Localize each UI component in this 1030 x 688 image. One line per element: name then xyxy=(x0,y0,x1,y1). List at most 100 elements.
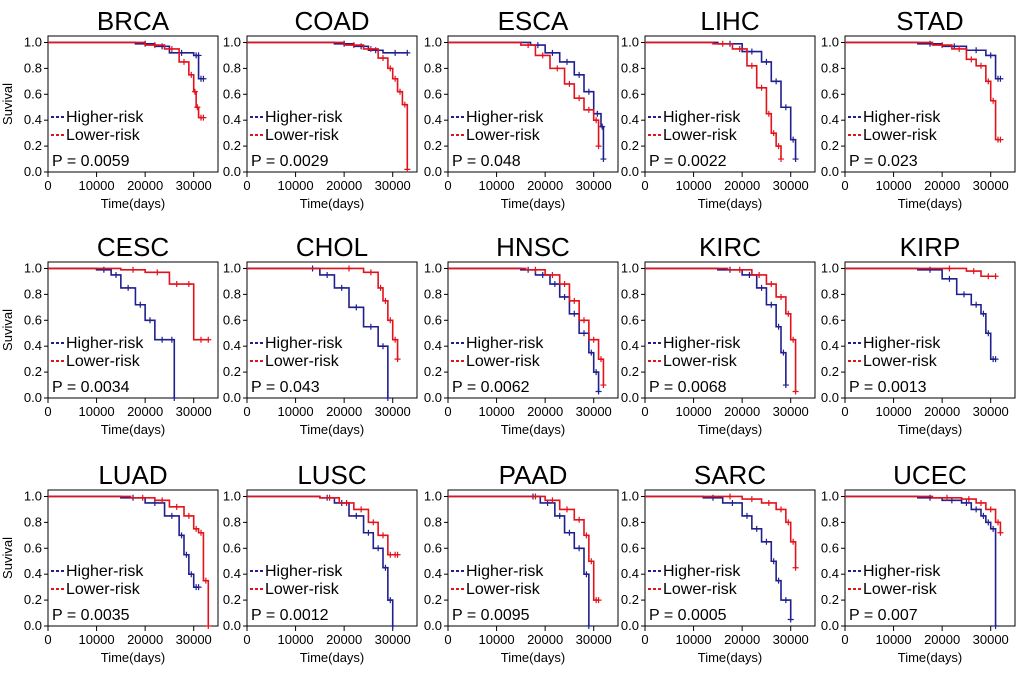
y-tick-label: 0.8 xyxy=(223,286,241,301)
censor-mark xyxy=(997,136,1004,143)
censor-mark xyxy=(571,297,578,304)
legend-label: Lower-risk xyxy=(66,353,141,370)
x-tick-label: 10000 xyxy=(675,404,711,419)
censor-mark xyxy=(956,45,963,52)
censor-mark xyxy=(566,80,573,87)
plot-frame xyxy=(844,489,1016,627)
censor-mark xyxy=(353,304,360,311)
plot-frame xyxy=(644,489,816,627)
plot-frame xyxy=(447,35,619,173)
censor-mark xyxy=(139,494,146,501)
y-tick-label: 0.0 xyxy=(621,390,639,405)
censor-mark xyxy=(599,123,606,130)
x-axis-label: Time(days) xyxy=(300,422,365,437)
y-tick-label: 1.0 xyxy=(821,34,839,49)
plot-frame xyxy=(246,261,418,399)
censor-mark xyxy=(927,266,933,273)
x-tick-label: 20000 xyxy=(127,178,163,193)
legend-label: Lower-risk xyxy=(863,127,938,144)
y-tick-label: 0.2 xyxy=(223,364,241,379)
panel-title: KIRP xyxy=(900,232,961,262)
censor-mark xyxy=(195,584,202,591)
censor-mark xyxy=(382,564,389,571)
censor-mark xyxy=(370,519,377,526)
p-value: P = 0.007 xyxy=(849,607,918,624)
y-tick-label: 0.6 xyxy=(223,86,241,101)
x-tick-label: 10000 xyxy=(875,404,911,419)
x-tick-label: 20000 xyxy=(924,632,960,647)
x-tick-label: 10000 xyxy=(277,632,313,647)
x-axis-label: Time(days) xyxy=(300,650,365,665)
p-value: P = 0.0062 xyxy=(452,379,530,396)
legend-label: Lower-risk xyxy=(66,127,141,144)
censor-mark xyxy=(753,525,760,532)
censor-mark xyxy=(205,623,212,629)
censor-mark xyxy=(576,545,583,552)
y-tick-label: 1.0 xyxy=(223,34,241,49)
y-tick-label: 0.6 xyxy=(821,312,839,327)
censor-mark xyxy=(792,388,799,395)
legend-label: Lower-risk xyxy=(663,127,738,144)
censor-mark xyxy=(992,273,999,280)
series-line-higher-risk xyxy=(448,495,590,626)
censor-mark xyxy=(748,496,755,503)
y-tick-label: 0.4 xyxy=(424,338,442,353)
y-axis-label: Suvival xyxy=(0,83,15,125)
panel-title: HNSC xyxy=(496,232,570,262)
x-tick-label: 0 xyxy=(44,632,51,647)
y-tick-label: 1.0 xyxy=(24,34,42,49)
censor-mark xyxy=(532,266,539,273)
y-tick-label: 0.4 xyxy=(424,566,442,581)
censor-mark xyxy=(985,273,992,280)
y-tick-label: 1.0 xyxy=(621,260,639,275)
y-tick-label: 0.8 xyxy=(821,60,839,75)
panel-title: UCEC xyxy=(893,460,967,490)
censor-mark xyxy=(598,356,604,363)
x-axis-label: Time(days) xyxy=(898,650,963,665)
x-tick-label: 20000 xyxy=(127,404,163,419)
x-tick-label: 30000 xyxy=(375,404,411,419)
y-tick-label: 0.0 xyxy=(621,618,639,633)
censor-mark xyxy=(595,143,602,150)
censor-mark xyxy=(992,356,999,363)
y-tick-label: 1.0 xyxy=(821,488,839,503)
censor-mark xyxy=(384,395,391,401)
legend-label: Lower-risk xyxy=(466,127,541,144)
panel-title: LIHC xyxy=(700,6,759,36)
legend-label: Lower-risk xyxy=(265,581,340,598)
y-tick-label: 1.0 xyxy=(223,260,241,275)
y-tick-label: 0.6 xyxy=(621,312,639,327)
plot-frame xyxy=(844,35,1016,173)
x-tick-label: 0 xyxy=(44,178,51,193)
y-tick-label: 0.0 xyxy=(424,390,442,405)
x-tick-label: 20000 xyxy=(724,404,760,419)
censor-mark xyxy=(585,623,592,629)
x-axis-label: Time(days) xyxy=(101,650,166,665)
y-tick-label: 1.0 xyxy=(223,488,241,503)
y-tick-label: 0.0 xyxy=(223,164,241,179)
panel-esca: ESCA 0 10000 20000 30000 Time(days) 0.0 0.2 0.4 0… xyxy=(424,6,619,211)
p-value: P = 0.043 xyxy=(251,379,320,396)
censor-mark xyxy=(193,525,200,532)
legend-label: Higher-risk xyxy=(663,335,741,352)
censor-mark xyxy=(389,623,396,629)
censor-mark xyxy=(367,45,374,52)
panel-title: CHOL xyxy=(296,232,368,262)
censor-mark xyxy=(539,52,546,59)
censor-mark xyxy=(782,597,789,604)
y-tick-label: 1.0 xyxy=(621,488,639,503)
censor-mark xyxy=(151,42,158,49)
p-value: P = 0.0029 xyxy=(251,153,329,170)
plot-frame xyxy=(246,35,418,173)
panel-title: BRCA xyxy=(97,6,170,36)
censor-mark xyxy=(185,512,192,519)
censor-mark xyxy=(758,284,765,291)
censor-mark xyxy=(590,336,597,343)
censor-mark xyxy=(992,623,999,629)
p-value: P = 0.0005 xyxy=(649,607,727,624)
censor-mark xyxy=(375,545,382,552)
legend-label: Higher-risk xyxy=(265,563,343,580)
censor-mark xyxy=(367,323,374,330)
legend-label: Higher-risk xyxy=(863,109,941,126)
x-axis-label: Time(days) xyxy=(300,196,365,211)
